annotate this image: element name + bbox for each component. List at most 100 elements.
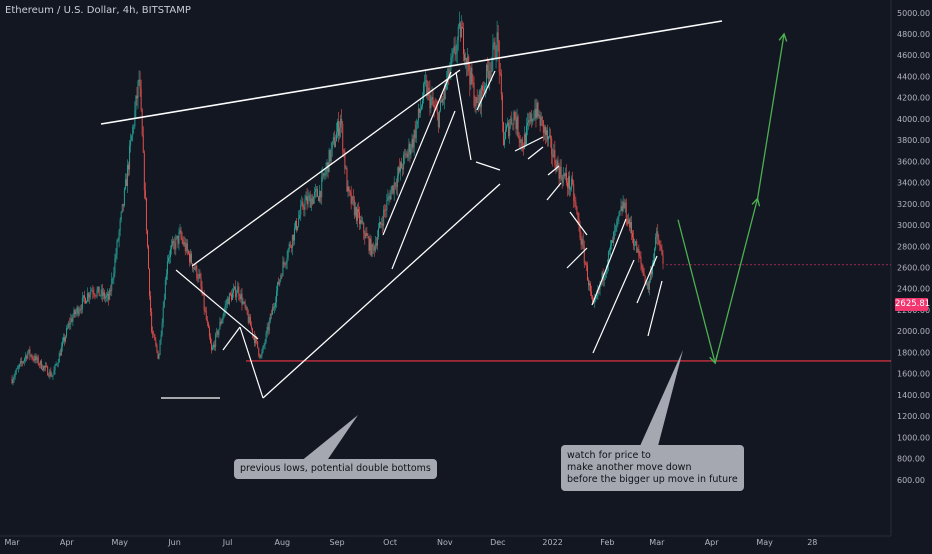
candle-up [404, 153, 406, 155]
candle-down [139, 79, 141, 89]
candle-down [626, 220, 628, 224]
candle-down [498, 41, 500, 73]
candle-up [617, 216, 619, 222]
callout-line-1: watch for price to [567, 450, 651, 461]
candle-up [72, 316, 74, 322]
candle-down [565, 172, 567, 183]
candle-up [99, 295, 101, 296]
candle-up [362, 222, 364, 224]
candle-down [621, 206, 623, 212]
candle-up [447, 68, 449, 81]
candle-down [318, 196, 320, 202]
candle-down [445, 85, 447, 90]
candle-down [227, 298, 229, 305]
candle-down [59, 353, 61, 356]
candle-down [580, 237, 582, 245]
candle-down [588, 280, 589, 286]
candle-down [211, 343, 212, 350]
candle-down [612, 240, 614, 243]
candle-down [244, 301, 246, 308]
candle-down [531, 113, 533, 123]
candle-up [331, 141, 333, 149]
candle-up [460, 27, 462, 38]
candle-down [284, 263, 286, 265]
candle-up [562, 174, 564, 183]
y-tick-label: 800.00 [897, 455, 925, 464]
drawings-group [100, 20, 891, 462]
candle-down [110, 290, 112, 292]
candle-down [579, 225, 581, 238]
candle-down [544, 126, 546, 135]
candle-up [86, 301, 87, 304]
candle-down [93, 292, 95, 295]
candle-up [166, 261, 168, 275]
candle-up [475, 97, 477, 106]
candle-down [187, 250, 189, 254]
candle-down [483, 90, 484, 92]
callout-previous-lows: previous lows, potential double bottoms [234, 459, 437, 479]
candle-up [56, 364, 58, 365]
candle-down [639, 255, 641, 258]
candle-down [592, 295, 594, 302]
candle-up [485, 86, 486, 88]
candle-up [307, 196, 309, 205]
candle-up [285, 262, 287, 265]
candle-up [79, 308, 81, 311]
candle-up [496, 32, 498, 58]
y-tick-label: 2800.00 [897, 242, 930, 251]
current-price-tag: 2625.81 [895, 298, 931, 311]
callout-pointer-1 [300, 415, 358, 462]
candle-up [297, 226, 299, 231]
candle-down [352, 196, 354, 201]
candle-down [432, 97, 434, 105]
candle-up [53, 370, 55, 375]
candle-up [265, 332, 267, 342]
candle-up [465, 57, 467, 61]
price-axis[interactable]: 600.00 800.00 1000.00 1200.00 1400.00 1600.00… [897, 0, 930, 485]
y-tick-label: 3000.00 [897, 221, 930, 230]
candle-down [583, 246, 585, 264]
candle-down [306, 196, 308, 205]
candle-down [342, 123, 344, 151]
candle-down [623, 201, 625, 209]
candle-up [123, 188, 125, 206]
chart-title: Ethereum / U.S. Dollar, 4h, BITSTAMP [5, 5, 191, 16]
time-axis[interactable]: Mar Apr May Jun Jul Aug Sep Oct Nov Dec 2022 Feb Mar… [4, 538, 817, 547]
candle-up [111, 278, 113, 292]
candle-down [521, 139, 523, 149]
candle-up [107, 293, 108, 296]
candle-up [159, 340, 161, 355]
candle-down [128, 164, 129, 170]
candle-down [151, 311, 153, 332]
candle-up [347, 186, 349, 192]
candle-up [620, 206, 622, 211]
candle-down [561, 177, 563, 183]
candle-up [430, 98, 432, 109]
candle-up [420, 109, 421, 113]
candle-up [138, 79, 140, 82]
candle-up [276, 291, 278, 303]
candle-down [235, 286, 237, 298]
candle-down [401, 162, 402, 169]
candle-up [450, 58, 452, 71]
projection-leg-1 [677, 219, 716, 364]
candle-up [67, 327, 69, 329]
candle-up [212, 347, 213, 350]
candle-up [97, 286, 99, 291]
candle-down [647, 282, 649, 290]
dec-flag-upper [514, 136, 544, 152]
candle-up [423, 83, 425, 101]
x-tick-label: Mar [649, 538, 665, 547]
candle-up [15, 369, 17, 374]
y-tick-label: 1200.00 [897, 412, 930, 421]
x-tick-label: Jun [167, 538, 181, 547]
candle-down [490, 70, 492, 72]
candle-down [477, 102, 479, 107]
candle-down [199, 273, 201, 278]
candle-up [165, 274, 167, 280]
candle-up [526, 125, 527, 145]
candle-down [508, 122, 510, 137]
x-tick-label: Jul [222, 538, 233, 547]
